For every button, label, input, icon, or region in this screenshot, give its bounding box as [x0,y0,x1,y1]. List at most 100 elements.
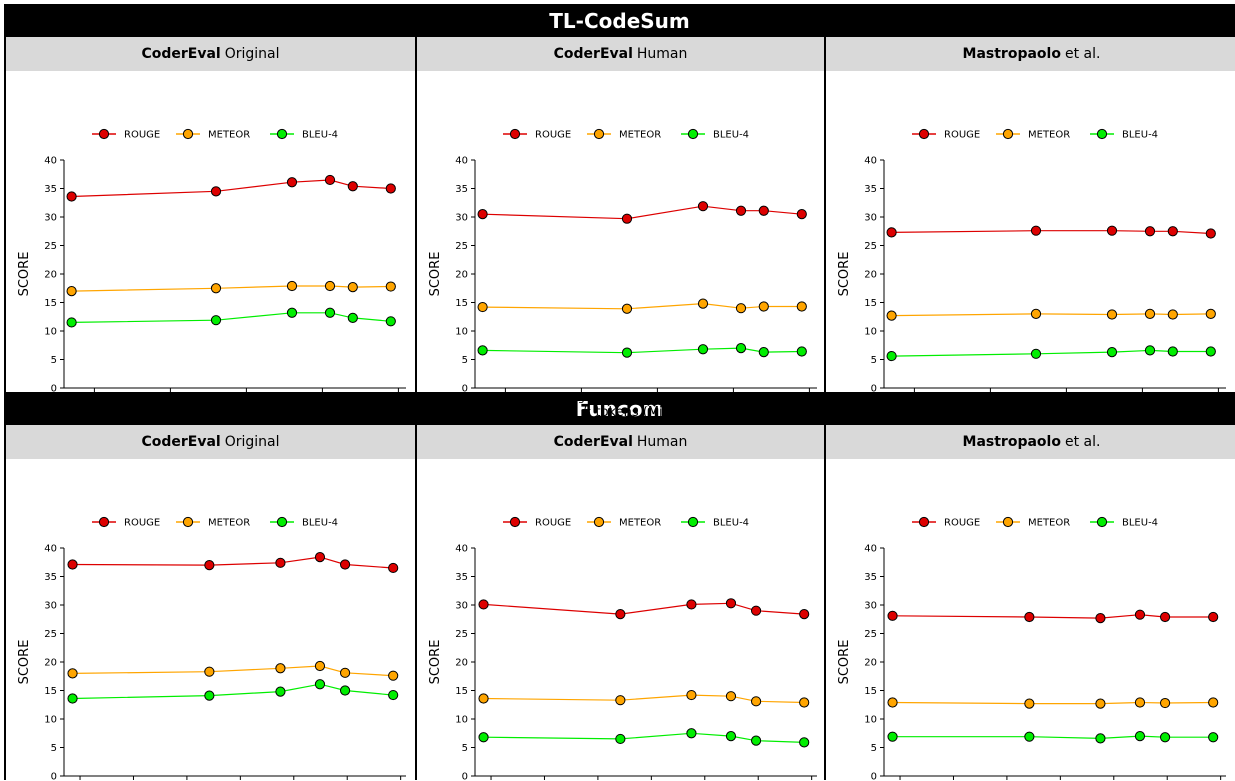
data-point [615,609,626,620]
legend-marker [1096,516,1108,528]
data-point [697,201,709,212]
x-axis-label: # tokens (Millions) [169,405,290,420]
data-point [735,303,747,314]
legend-label: METEOR [208,130,250,141]
axes: 05101520253035405060708090100110# tokens… [17,544,406,781]
legend-marker [1002,516,1014,528]
panel-title-bold: CoderEval [141,434,221,450]
series-meteor [887,697,1219,709]
data-point [1095,698,1106,709]
y-tick-label: 35 [864,184,877,195]
legend-label: BLEU-4 [302,130,338,141]
y-tick-label: 0 [871,384,877,395]
legend-label: ROUGE [944,518,980,529]
legend-marker [1096,128,1108,140]
series-line [892,614,1214,619]
data-point [286,280,298,292]
data-point [621,347,633,358]
y-tick-label: 15 [44,686,57,697]
legend-marker [276,516,288,528]
panel-title: CoderEval Human [417,425,824,459]
data-point [697,298,709,309]
data-point [615,695,626,706]
y-tick-label: 20 [864,658,877,669]
data-point [1030,308,1042,319]
y-tick-label: 20 [44,270,57,281]
legend-marker [98,516,110,528]
panel-tl-codesum-codereval-original: CoderEval Original ROUGE METEOR BLEU-4 0 5 10… [4,37,415,420]
series-rouge [887,609,1219,624]
data-point [1095,613,1106,624]
data-point [886,310,897,321]
data-point [275,663,286,674]
data-point [725,731,737,742]
series-line [891,349,1211,357]
series-line [482,347,802,354]
y-tick-label: 5 [51,355,57,366]
data-point [1144,226,1156,237]
y-axis-label: SCORE [17,640,32,685]
y-tick-label: 40 [455,156,468,167]
legend-marker [98,128,110,140]
panel-title: CoderEval Human [417,37,824,71]
legend-label: METEOR [208,518,250,529]
y-tick-label: 15 [864,298,877,309]
series-meteor [478,689,810,708]
data-point [314,679,326,690]
legend-label: BLEU-4 [713,518,749,529]
y-tick-label: 30 [864,213,877,224]
series-line [483,732,805,743]
y-tick-label: 35 [455,184,468,195]
series-rouge [477,201,807,224]
panel-title-rest: et al. [1064,46,1101,62]
data-point [210,186,222,197]
y-tick-label: 0 [462,772,468,781]
legend-label: METEOR [1028,130,1070,141]
data-point [286,307,298,318]
data-point [1159,611,1171,623]
y-tick-label: 35 [44,572,57,583]
data-point [1106,346,1118,358]
x-tick-label: 5 [167,395,173,406]
y-tick-label: 25 [44,241,57,252]
x-tick-label: 4 [911,395,917,406]
panel-title: Mastropaolo et al. [826,37,1235,71]
data-point [615,733,626,745]
series-line [892,735,1214,740]
series-line [72,556,394,569]
y-tick-label: 5 [51,743,57,754]
legend-item-meteor: METEOR [176,128,250,141]
data-point [758,301,769,312]
y-tick-label: 0 [51,384,57,395]
y-axis-label: SCORE [428,252,443,297]
series-bleu-4 [886,345,1216,362]
data-point [385,281,396,292]
legend-marker [1002,128,1014,140]
legend-item-rouge: ROUGE [912,516,980,529]
legend-item-meteor: METEOR [996,128,1070,141]
y-axis-label: SCORE [428,640,443,685]
legend-marker [509,516,521,528]
series-bleu-4 [478,728,810,748]
legend: ROUGE METEOR BLEU-4 [503,516,749,529]
legend-item-meteor: METEOR [996,516,1070,529]
legend-marker [182,516,194,528]
legend-item-bleu-4: BLEU-4 [1090,128,1158,141]
legend-item-bleu-4: BLEU-4 [681,516,749,529]
legend-label: BLEU-4 [1122,518,1158,529]
data-point [1134,731,1146,742]
data-point [324,307,336,318]
y-tick-label: 5 [462,743,468,754]
section-title-tl-codesum: TL-CodeSum [4,4,1235,37]
data-point [477,345,488,356]
legend-label: ROUGE [124,130,160,141]
legend-label: METEOR [619,130,661,141]
data-point [347,282,358,293]
data-point [339,559,351,570]
legend-label: ROUGE [124,518,160,529]
data-point [686,728,697,739]
